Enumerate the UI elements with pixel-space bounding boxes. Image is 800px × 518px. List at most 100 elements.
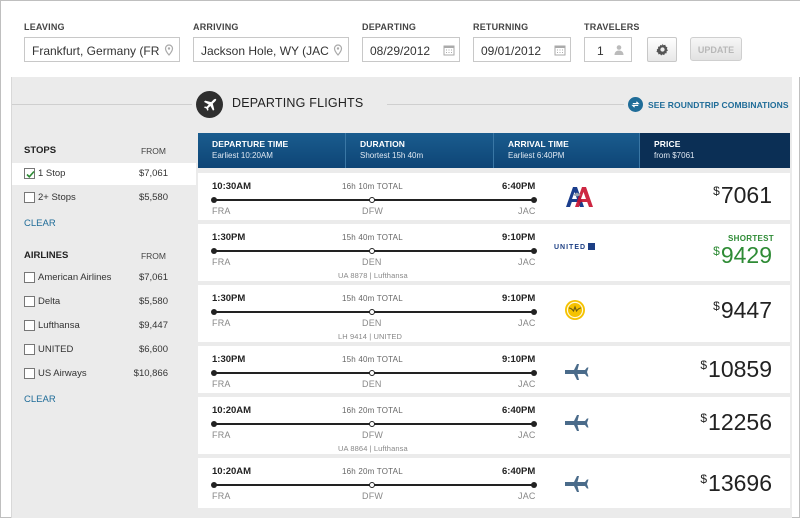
departing-flights-header: DEPARTING FLIGHTS SEE ROUNDTRIP COMBINAT… (12, 77, 793, 129)
arriving-field[interactable]: Jackson Hole, WY (JAC (193, 37, 349, 62)
search-bar: LEAVING Frankfurt, Germany (FR ARRIVING … (1, 1, 800, 77)
checkbox[interactable] (24, 344, 35, 355)
filter-price: $7,061 (138, 168, 168, 179)
duration: 16h 20m TOTAL (342, 406, 403, 415)
map-pin-icon (164, 44, 174, 56)
departure-time: 1:30PM (212, 293, 246, 304)
stop-dot (369, 197, 375, 203)
checkbox[interactable] (24, 272, 35, 283)
results-area: DEPARTING FLIGHTS SEE ROUNDTRIP COMBINAT… (11, 77, 792, 518)
price-value: 10859 (708, 356, 772, 382)
settings-button[interactable] (647, 37, 677, 62)
origin-dot (211, 421, 217, 427)
clear-stops-link[interactable]: CLEAR (24, 218, 56, 229)
flight-result-row[interactable]: 1:30PM 15h 40m TOTAL 9:10PM FRA DEN JAC … (198, 346, 790, 393)
sort-duration[interactable]: DURATION Shortest 15h 40m (346, 133, 494, 168)
duration: 15h 40m TOTAL (342, 233, 403, 242)
arrival-time: 9:10PM (502, 293, 536, 304)
flight-result-row[interactable]: 1:30PM 15h 40m TOTAL 9:10PM FRA DEN JAC … (198, 224, 790, 281)
column-subtitle: from $7061 (654, 151, 695, 160)
checkbox[interactable] (24, 192, 35, 203)
arriving-label: ARRIVING (193, 22, 239, 32)
currency-symbol: $ (713, 244, 720, 258)
stop-dot (369, 248, 375, 254)
calendar-icon[interactable] (554, 44, 566, 56)
destination-dot (531, 309, 537, 315)
returning-label: RETURNING (473, 22, 529, 32)
stop-code: DEN (362, 257, 382, 267)
clear-airlines-link[interactable]: CLEAR (24, 394, 56, 405)
price[interactable]: $13696 (700, 470, 772, 497)
checkbox-checked[interactable] (24, 168, 35, 179)
route-line (211, 370, 537, 376)
globe-icon (588, 243, 596, 250)
column-title: PRICE (654, 139, 681, 149)
checkbox[interactable] (24, 320, 35, 331)
destination-code: JAC (518, 491, 536, 501)
departure-time: 1:30PM (212, 354, 246, 365)
duration: 15h 40m TOTAL (342, 355, 403, 364)
column-title: DEPARTURE TIME (212, 139, 289, 149)
multiple-airlines-plane-icon (565, 476, 589, 492)
codeshare-info: UA 8878 | Lufthansa (338, 271, 408, 280)
filters-sidebar: STOPS FROM 1 Stop $7,061 2+ Stops $5,580… (12, 133, 196, 518)
price[interactable]: $9429 (713, 242, 772, 269)
sort-arrival-time[interactable]: ARRIVAL TIME Earliest 6:40PM (494, 133, 640, 168)
price[interactable]: $10859 (700, 356, 772, 383)
stop-code: DFW (362, 430, 384, 440)
column-title: DURATION (360, 139, 406, 149)
checkbox[interactable] (24, 368, 35, 379)
flight-result-row[interactable]: 10:20AM 16h 20m TOTAL 6:40PM FRA DFW JAC… (198, 397, 790, 454)
flight-result-row[interactable]: 10:30AM 16h 10m TOTAL 6:40PM FRA DFW JAC (198, 173, 790, 220)
route-line (211, 309, 537, 315)
calendar-icon[interactable] (443, 44, 455, 56)
codeshare-info: LH 9414 | UNITED (338, 332, 402, 341)
filter-price: $5,580 (138, 296, 168, 307)
flight-result-row[interactable]: 10:20AM 16h 20m TOTAL 6:40PM FRA DFW JAC… (198, 458, 790, 508)
stop-code: DFW (362, 206, 384, 216)
price[interactable]: $7061 (713, 182, 772, 209)
arrival-time: 9:10PM (502, 232, 536, 243)
filter-stops-2plus[interactable]: 2+ Stops $5,580 (12, 187, 196, 209)
divider (387, 104, 624, 105)
price-value: 7061 (720, 182, 772, 208)
sort-header: DEPARTURE TIME Earliest 10:20AM DURATION… (198, 133, 790, 168)
duration: 16h 20m TOTAL (342, 467, 403, 476)
price-value: 13696 (708, 470, 772, 496)
origin-code: FRA (212, 379, 231, 389)
sort-departure-time[interactable]: DEPARTURE TIME Earliest 10:20AM (198, 133, 346, 168)
price[interactable]: $9447 (713, 297, 772, 324)
origin-dot (211, 248, 217, 254)
filter-airline-lufthansa[interactable]: Lufthansa $9,447 (12, 315, 196, 337)
roundtrip-combinations-link[interactable]: SEE ROUNDTRIP COMBINATIONS (648, 100, 789, 110)
checkbox[interactable] (24, 296, 35, 307)
filter-airline-delta[interactable]: Delta $5,580 (12, 291, 196, 313)
filter-airline-american[interactable]: American Airlines $7,061 (12, 267, 196, 289)
departing-date-value: 08/29/2012 (370, 44, 431, 58)
route-line (211, 197, 537, 203)
origin-dot (211, 197, 217, 203)
travelers-field[interactable]: 1 (584, 37, 632, 62)
sort-price[interactable]: PRICE from $7061 (640, 133, 790, 168)
filter-stops-1[interactable]: 1 Stop $7,061 (12, 163, 196, 185)
filter-airline-usairways[interactable]: US Airways $10,866 (12, 363, 196, 385)
gear-icon (656, 43, 668, 56)
filter-airline-united[interactable]: UNITED $6,600 (12, 339, 196, 361)
price-value: 12256 (708, 409, 772, 435)
leaving-field[interactable]: Frankfurt, Germany (FR (24, 37, 180, 62)
duration: 16h 10m TOTAL (342, 182, 403, 191)
flight-result-row[interactable]: 1:30PM 15h 40m TOTAL 9:10PM FRA DEN JAC … (198, 285, 790, 342)
roundtrip-icon[interactable] (628, 97, 643, 112)
filter-price: $10,866 (133, 368, 168, 379)
currency-symbol: $ (713, 184, 720, 198)
stop-code: DFW (362, 491, 384, 501)
departing-date-field[interactable]: 08/29/2012 (362, 37, 460, 62)
price[interactable]: $12256 (700, 409, 772, 436)
route-line (211, 482, 537, 488)
update-button[interactable]: UPDATE (690, 37, 742, 61)
origin-code: FRA (212, 257, 231, 267)
duration: 15h 40m TOTAL (342, 294, 403, 303)
stop-code: DEN (362, 379, 382, 389)
returning-date-field[interactable]: 09/01/2012 (473, 37, 571, 62)
